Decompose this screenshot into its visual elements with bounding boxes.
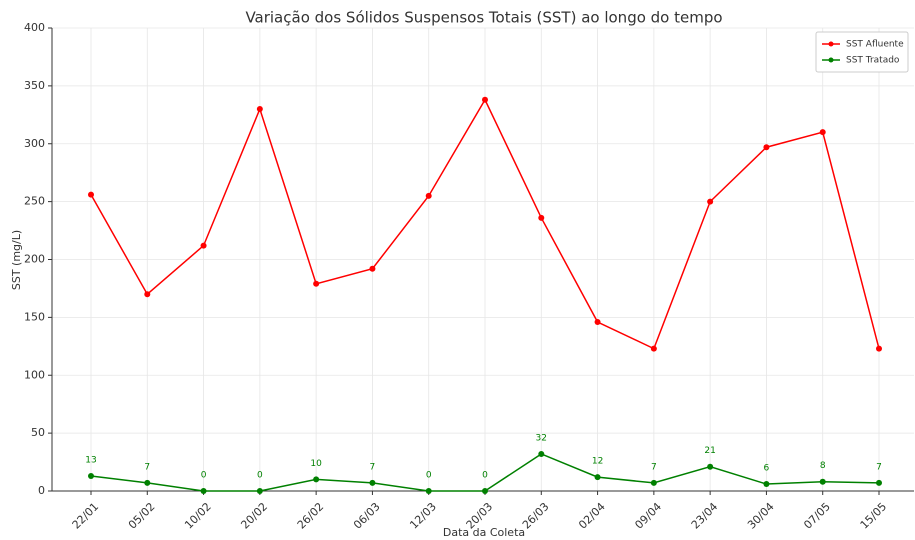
marker <box>482 96 488 103</box>
chart-title: Variação dos Sólidos Suspensos Totais (S… <box>245 9 722 27</box>
y-tick-label: 400 <box>24 21 45 34</box>
marker <box>763 144 770 151</box>
marker <box>144 291 151 298</box>
marker <box>538 214 545 221</box>
x-axis-label: Data da Coleta <box>443 526 525 539</box>
marker <box>200 242 207 249</box>
y-axis-label: SST (mg/L) <box>10 230 23 290</box>
y-tick-label: 100 <box>24 368 45 381</box>
marker <box>425 488 432 494</box>
marker <box>88 472 94 479</box>
marker <box>650 479 657 486</box>
data-label: 6 <box>764 464 770 474</box>
data-label: 13 <box>85 455 96 465</box>
marker <box>819 478 826 485</box>
data-label: 0 <box>201 471 207 481</box>
legend-swatch <box>828 41 834 47</box>
data-label: 21 <box>704 446 715 456</box>
y-tick-label: 200 <box>24 253 45 266</box>
legend-label: SST Afluente <box>846 40 904 50</box>
data-label: 8 <box>820 461 826 471</box>
y-tick-label: 50 <box>31 426 45 439</box>
marker <box>763 481 770 488</box>
marker <box>482 488 488 494</box>
marker <box>313 280 320 287</box>
data-label: 32 <box>536 433 547 443</box>
legend-swatch <box>828 57 834 63</box>
data-label: 7 <box>370 462 376 472</box>
marker <box>313 476 320 483</box>
marker <box>876 345 882 352</box>
marker <box>200 488 207 494</box>
marker <box>425 192 432 199</box>
marker <box>369 479 376 486</box>
y-tick-label: 0 <box>38 484 45 497</box>
data-label: 7 <box>876 462 882 472</box>
marker <box>256 106 263 113</box>
marker <box>707 463 714 470</box>
data-label: 12 <box>592 457 603 467</box>
marker <box>88 191 94 198</box>
marker <box>369 265 376 272</box>
marker <box>538 450 545 457</box>
data-label: 7 <box>651 462 657 472</box>
marker <box>819 129 826 136</box>
data-label: 0 <box>482 471 488 481</box>
y-tick-label: 350 <box>24 79 45 92</box>
marker <box>256 488 263 494</box>
y-tick-label: 150 <box>24 310 45 323</box>
legend-box <box>815 31 909 73</box>
data-label: 10 <box>310 459 322 469</box>
marker <box>594 319 601 326</box>
marker <box>144 479 151 486</box>
y-tick-label: 250 <box>24 195 45 208</box>
marker <box>876 479 882 486</box>
marker <box>650 345 657 352</box>
marker <box>594 474 601 481</box>
data-label: 7 <box>144 462 150 472</box>
marker <box>707 198 714 205</box>
data-label: 0 <box>426 471 432 481</box>
y-tick-label: 300 <box>24 137 45 150</box>
legend-label: SST Tratado <box>846 56 900 66</box>
data-label: 0 <box>257 471 263 481</box>
